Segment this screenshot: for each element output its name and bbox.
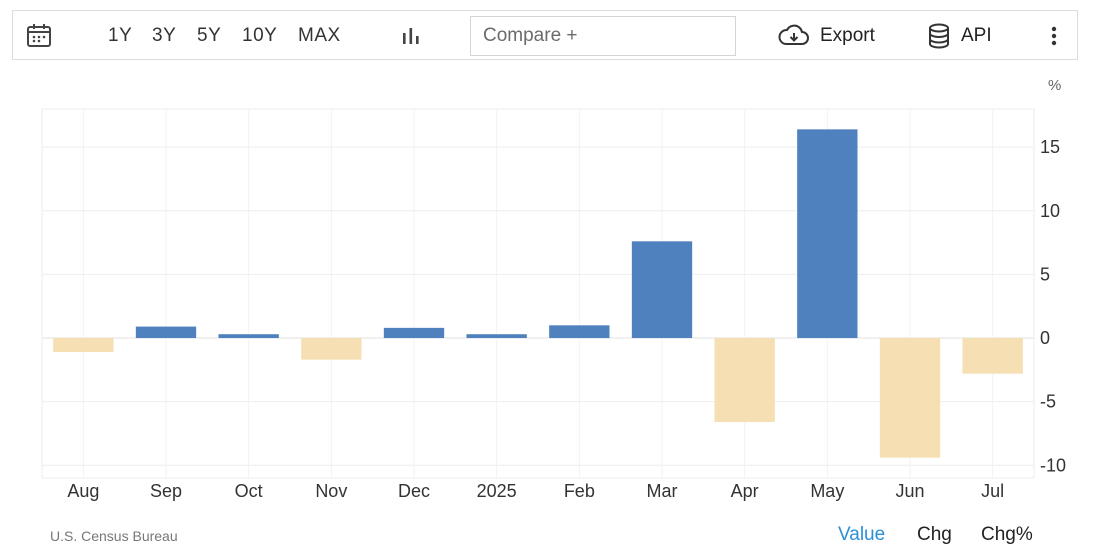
x-tick-label: Oct — [235, 481, 263, 501]
calendar-icon[interactable] — [25, 11, 53, 61]
bar-jun[interactable] — [879, 338, 941, 458]
y-tick-label: 10 — [1040, 201, 1060, 221]
bar-nov[interactable] — [301, 338, 362, 360]
bar-apr[interactable] — [714, 338, 775, 423]
chart-area: -10 -5 0 5 10 15% Aug Sep Oct Nov Dec 2025 Feb Mar Apr… — [0, 60, 1093, 555]
y-tick-label: 0 — [1040, 328, 1050, 348]
bar-jul[interactable] — [962, 338, 1023, 374]
range-1y-button[interactable]: 1Y — [108, 25, 133, 46]
source-label: U.S. Census Bureau — [50, 528, 178, 544]
bar-chart: -10 -5 0 5 10 15% Aug Sep Oct Nov Dec 2025 Feb Mar Apr… — [41, 77, 1066, 501]
x-tick-label: Dec — [398, 481, 430, 501]
api-button[interactable]: API — [927, 11, 992, 61]
bar-aug[interactable] — [53, 338, 114, 353]
x-tick-label: Jul — [981, 481, 1004, 501]
y-tick-label: 5 — [1040, 264, 1050, 284]
bar-oct[interactable] — [218, 334, 279, 339]
y-tick-label: 15 — [1040, 137, 1060, 157]
chart-toolbar: 1Y 3Y 5Y 10Y MAX Export API — [12, 10, 1078, 60]
x-tick-label: Nov — [315, 481, 347, 501]
api-label: API — [961, 25, 992, 46]
x-tick-label: Sep — [150, 481, 182, 501]
bar-may[interactable] — [797, 129, 858, 339]
bar-sep[interactable] — [135, 326, 197, 339]
plot-frame — [41, 108, 1035, 479]
more-options-icon[interactable] — [1045, 11, 1063, 61]
range-10y-button[interactable]: 10Y — [242, 25, 278, 46]
tab-value[interactable]: Value — [838, 524, 886, 545]
tab-chg[interactable]: Chg — [917, 524, 952, 545]
bar-feb[interactable] — [549, 325, 610, 339]
range-max-button[interactable]: MAX — [298, 25, 341, 46]
tab-chg-percent[interactable]: Chg% — [981, 524, 1033, 545]
bar-2025[interactable] — [466, 334, 527, 339]
export-label: Export — [820, 25, 875, 46]
x-tick-label: 2025 — [477, 481, 517, 501]
bar-dec[interactable] — [383, 327, 445, 339]
y-tick-label: -5 — [1040, 392, 1056, 412]
database-icon — [929, 23, 949, 49]
x-tick-label: May — [810, 481, 844, 501]
chart-type-icon[interactable] — [399, 11, 423, 61]
cloud-download-icon — [778, 24, 809, 45]
x-tick-label: Mar — [647, 481, 678, 501]
x-tick-label: Jun — [895, 481, 924, 501]
x-tick-label: Aug — [67, 481, 99, 501]
range-3y-button[interactable]: 3Y — [152, 25, 177, 46]
bar-mar[interactable] — [631, 241, 693, 339]
y-unit-label: % — [1048, 77, 1061, 94]
range-5y-button[interactable]: 5Y — [197, 25, 222, 46]
compare-input[interactable] — [470, 16, 736, 56]
x-tick-label: Apr — [731, 481, 759, 501]
x-tick-label: Feb — [564, 481, 595, 501]
y-tick-label: -10 — [1040, 455, 1066, 475]
export-button[interactable]: Export — [778, 11, 875, 61]
